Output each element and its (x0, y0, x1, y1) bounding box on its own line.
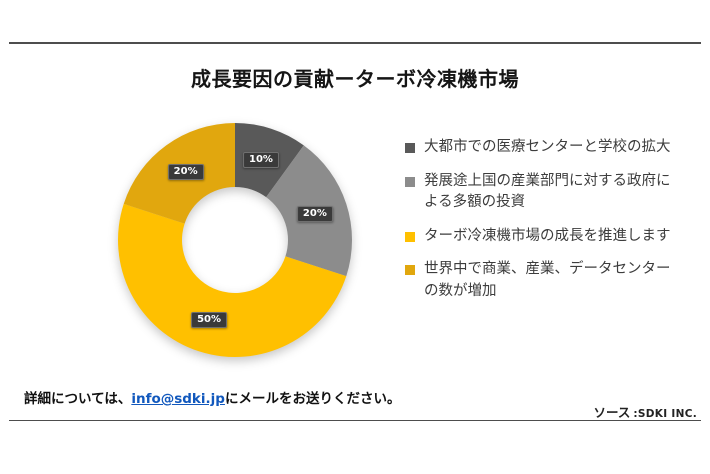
donut-chart: 10% 20% 50% 20% (117, 122, 353, 358)
legend-swatch-icon (405, 176, 415, 187)
donut-chart-svg (118, 123, 352, 358)
legend-item: 発展途上国の産業部門に対する政府による多額の投資 (405, 171, 680, 214)
legend-label: 世界中で商業、産業、データセンターの数が増加 (424, 261, 671, 299)
slice-value-label: 20% (167, 164, 204, 181)
legend-item: 大都市での医療センターと学校の拡大 (405, 137, 680, 159)
source-label: ソース (593, 405, 631, 420)
page-title: 成長要因の貢献ーターボ冷凍機市場 (191, 67, 519, 91)
legend-swatch-icon (405, 143, 415, 153)
chart-legend: 大都市での医療センターと学校の拡大発展途上国の産業部門に対する政府による多額の投… (405, 137, 680, 314)
legend-swatch-icon (405, 231, 415, 242)
contact-email-link[interactable]: info@sdki.jp (131, 391, 225, 407)
contact-note: 詳細については、info@sdki.jpにメールをお送りください。 (24, 387, 400, 407)
donut-slice (118, 203, 347, 358)
legend-label: 大都市での医療センターと学校の拡大 (424, 139, 671, 155)
legend-label: ターボ冷凍機市場の成長を推進します (424, 227, 671, 244)
legend-item: ターボ冷凍機市場の成長を推進します (405, 226, 680, 248)
contact-note-prefix: 詳細については、 (24, 391, 132, 407)
legend-item: 世界中で商業、産業、データセンターの数が増加 (405, 259, 680, 302)
slice-value-label: 10% (242, 152, 279, 169)
source-credit: ソース:SDKI INC. (594, 402, 697, 421)
contact-note-suffix: にメールをお送りください。 (224, 391, 401, 407)
legend-swatch-icon (405, 265, 415, 275)
source-value: :SDKI INC. (633, 408, 697, 420)
top-divider (9, 42, 701, 44)
bottom-divider (9, 420, 701, 421)
slice-value-label: 20% (296, 206, 333, 223)
slice-value-label: 50% (191, 311, 227, 328)
legend-label: 発展途上国の産業部門に対する政府による多額の投資 (424, 172, 671, 211)
